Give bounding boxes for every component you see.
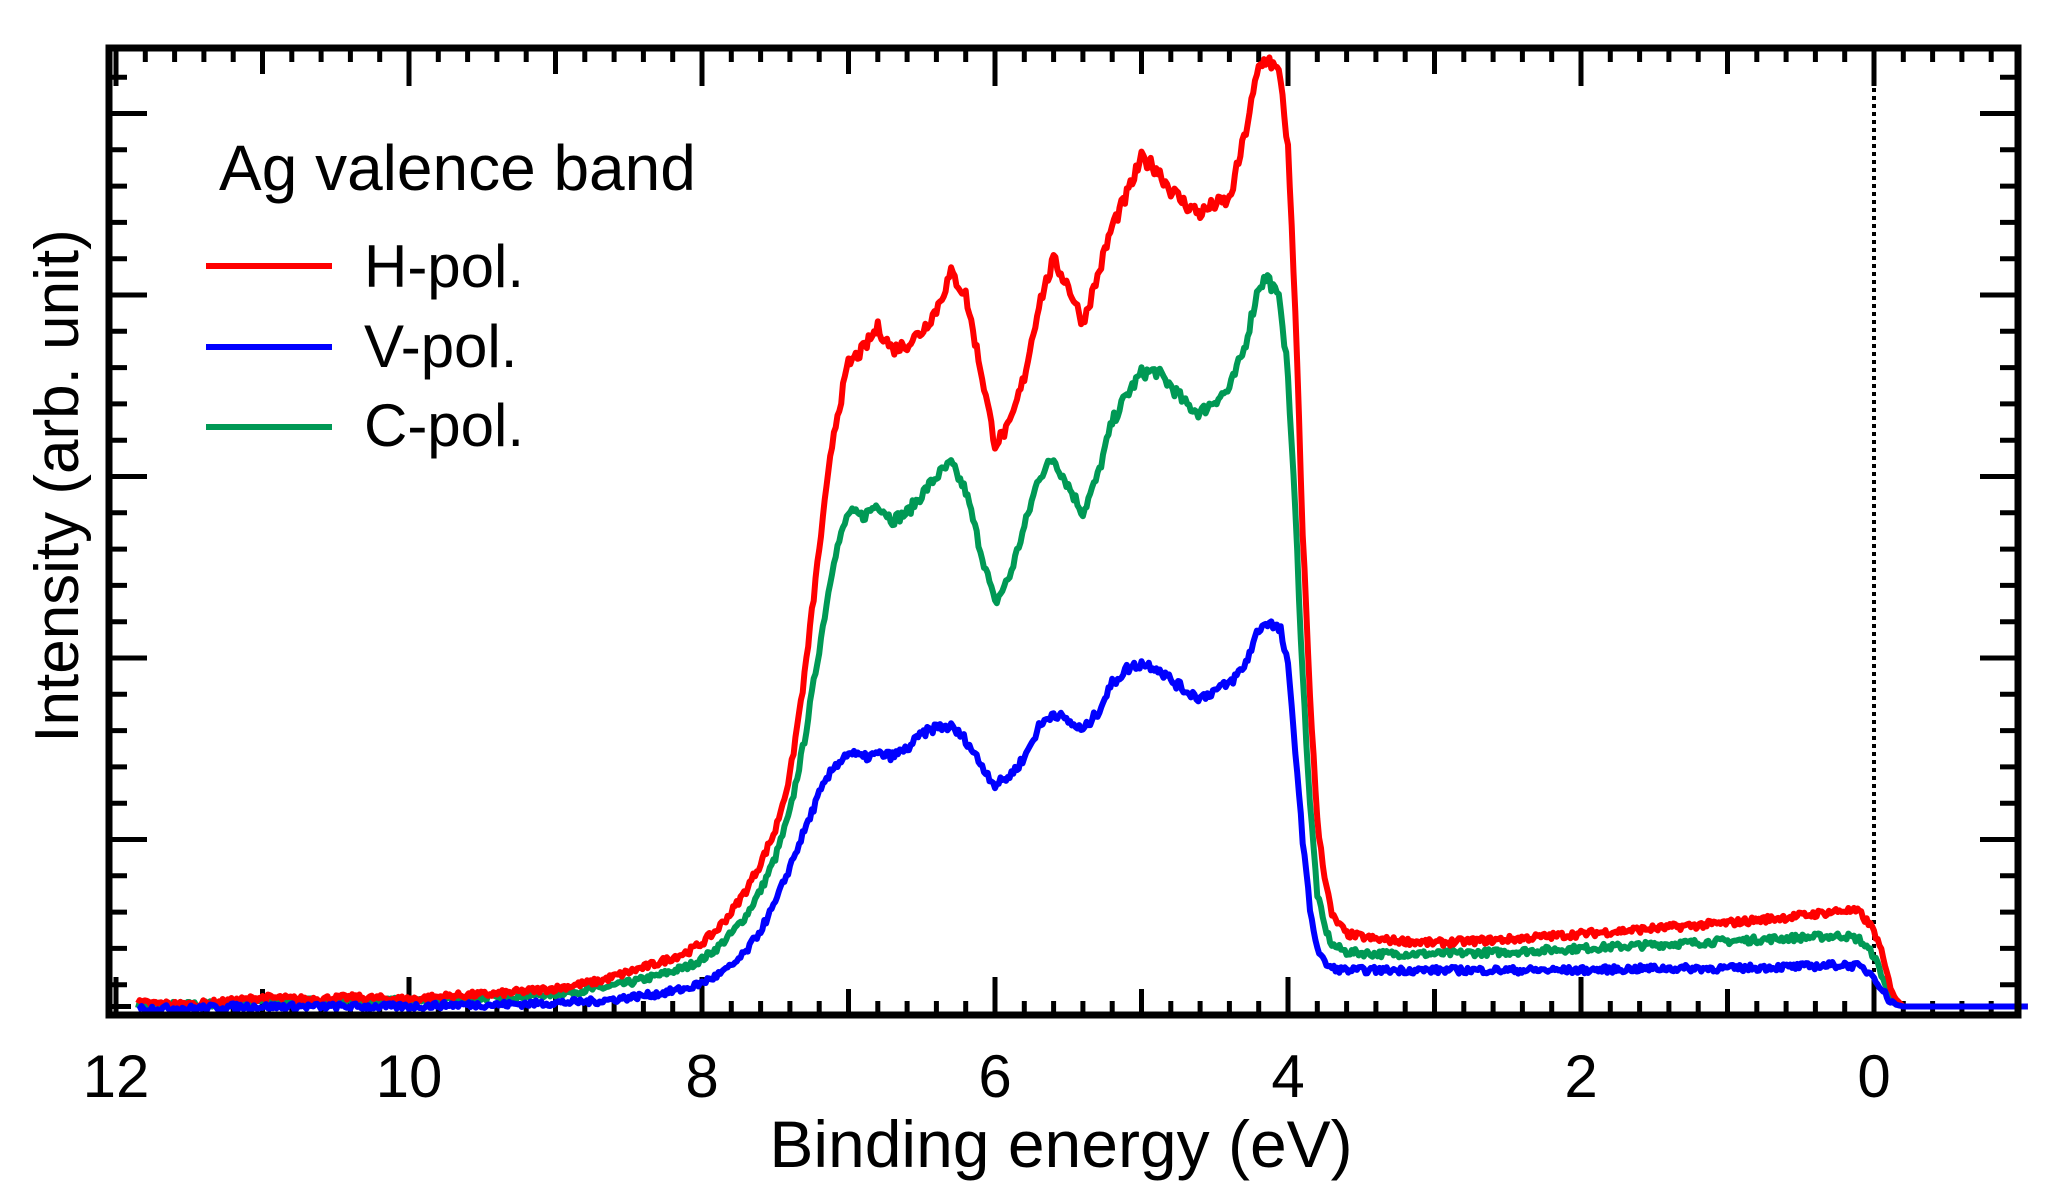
legend: Ag valence band H-pol. V-pol. C-pol. — [206, 132, 696, 459]
x-tick-label: 10 — [376, 1043, 443, 1110]
x-tick-label: 2 — [1564, 1043, 1597, 1110]
x-tick-labels: 12 10 8 6 4 2 0 — [83, 1043, 1891, 1110]
plot-frame — [105, 44, 2022, 1019]
y-axis-title: Intensity (arb. unit) — [23, 229, 92, 742]
legend-label-v-pol: V-pol. — [364, 313, 517, 380]
x-tick-label: 4 — [1271, 1043, 1304, 1110]
x-tick-label: 8 — [685, 1043, 718, 1110]
series-lines — [135, 54, 2030, 1015]
x-tick-label: 0 — [1857, 1043, 1890, 1110]
series-line-c-pol — [135, 272, 2030, 1011]
x-axis-title: Binding energy (eV) — [769, 1107, 1352, 1181]
legend-label-c-pol: C-pol. — [364, 392, 524, 459]
legend-label-h-pol: H-pol. — [364, 233, 524, 300]
x-tick-label: 12 — [83, 1043, 150, 1110]
series-line-v-pol — [136, 618, 2030, 1015]
series-line-h-pol — [135, 54, 2030, 1011]
x-tick-label: 6 — [978, 1043, 1011, 1110]
legend-title: Ag valence band — [219, 132, 696, 204]
